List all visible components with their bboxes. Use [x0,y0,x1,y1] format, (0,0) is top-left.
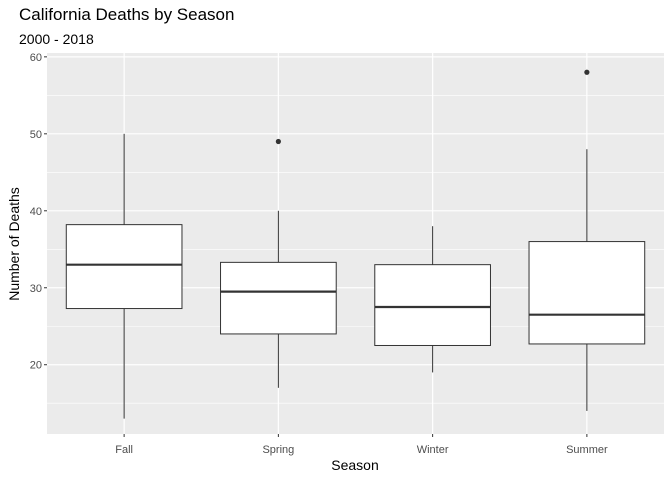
x-tick-label: Summer [566,444,608,456]
x-tick-label: Winter [417,444,449,456]
y-tick-label: 60 [30,52,42,64]
outlier-point [275,138,281,145]
box-fall [65,133,183,419]
y-axis: 20 30 40 50 60 [30,52,47,372]
box-iqr [374,264,491,346]
y-tick-label: 50 [30,129,42,141]
chart-title: California Deaths by Season [19,5,235,24]
box-summer [528,69,646,411]
y-axis-title: Number of Deaths [6,187,22,301]
x-axis: Fall Spring Winter Summer [115,434,608,456]
y-tick-label: 20 [30,360,42,372]
box-iqr [220,261,337,335]
y-tick-label: 30 [30,283,42,295]
box-spring [220,138,337,388]
chart-subtitle: 2000 - 2018 [19,31,94,47]
box-iqr [528,241,646,345]
outlier-point [584,69,590,75]
box-winter [374,226,491,373]
box-iqr [65,224,183,310]
x-tick-label: Spring [262,444,294,456]
x-axis-title: Season [331,457,378,473]
boxes [65,69,646,419]
x-tick-label: Fall [115,444,133,456]
y-tick-label: 40 [30,206,42,218]
